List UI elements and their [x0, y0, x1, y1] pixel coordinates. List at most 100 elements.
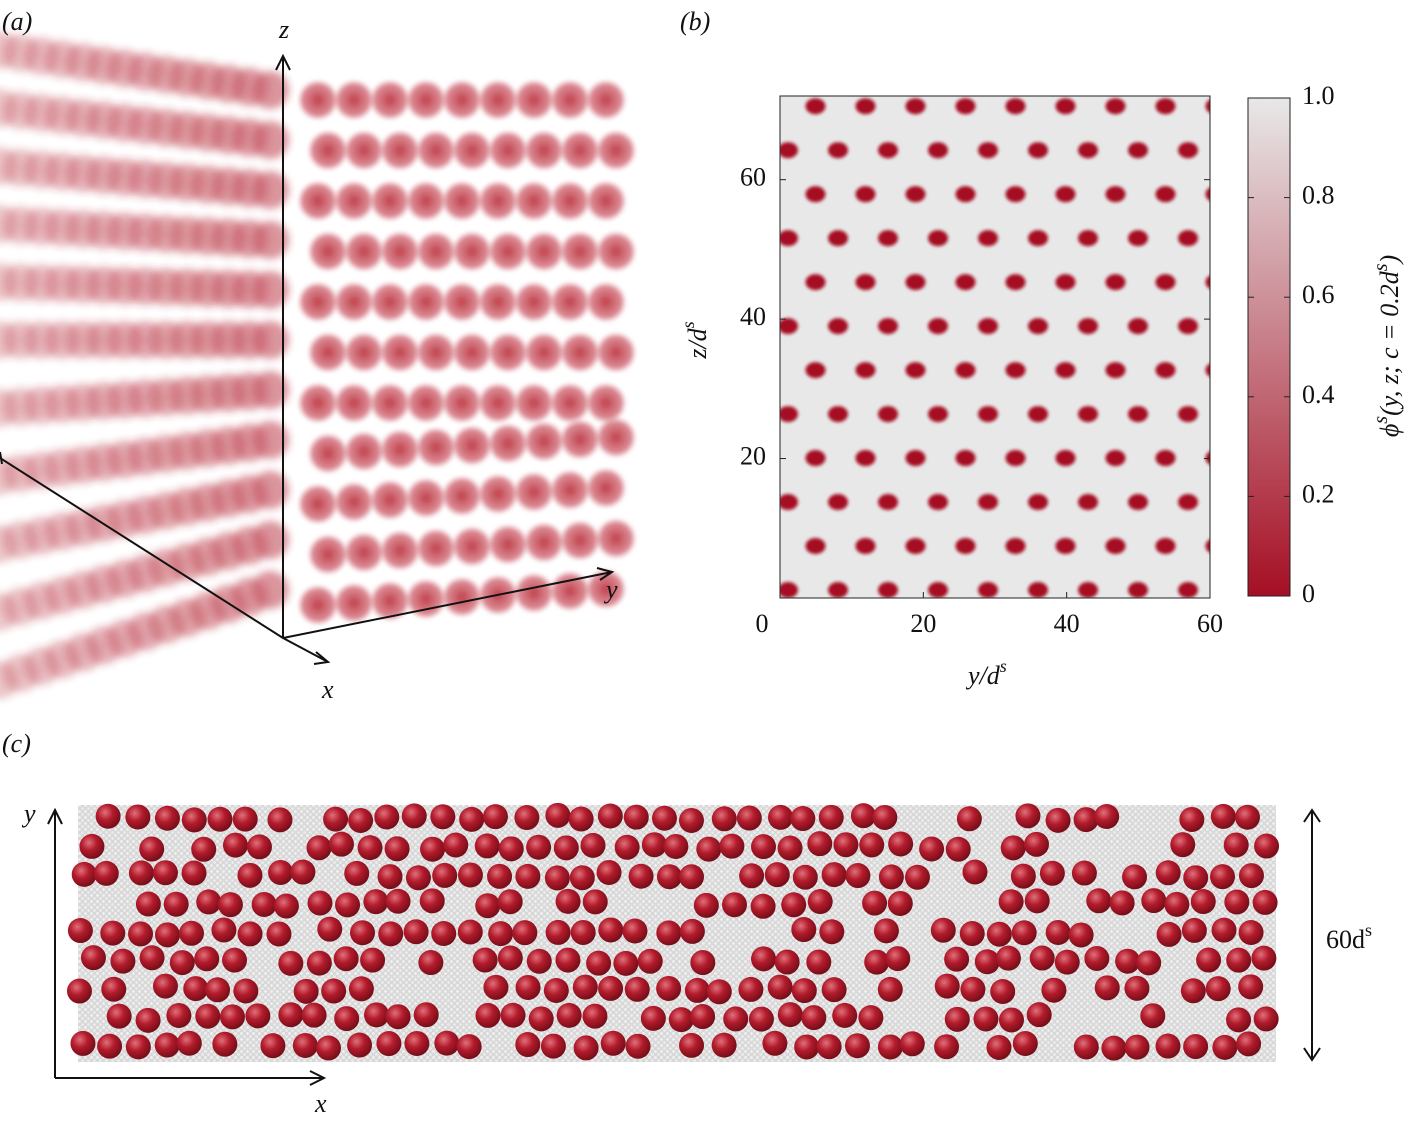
phase-spot — [780, 406, 798, 423]
sphere — [333, 946, 359, 972]
axis-z — [275, 53, 291, 638]
sphere — [595, 416, 637, 459]
sphere — [176, 1030, 202, 1056]
sphere — [986, 1034, 1012, 1060]
phase-spot — [1178, 582, 1198, 598]
phase-spot — [1055, 538, 1076, 555]
sphere — [777, 1002, 803, 1028]
sphere — [777, 835, 803, 861]
sphere — [212, 1031, 238, 1057]
sphere — [418, 950, 444, 976]
sphere — [774, 949, 800, 975]
label-sup: s — [1365, 920, 1372, 940]
sphere — [163, 891, 189, 917]
phase-spot — [955, 538, 976, 555]
sphere — [528, 1006, 554, 1032]
sphere — [523, 521, 565, 564]
phase-spot — [1155, 186, 1176, 203]
sphere-blur — [0, 263, 19, 301]
sphere — [405, 382, 447, 424]
sphere — [555, 888, 581, 914]
sphere — [1015, 803, 1041, 829]
phase-spot — [1228, 142, 1248, 158]
sphere — [944, 946, 970, 972]
sphere — [369, 382, 411, 424]
sphere — [1029, 945, 1055, 971]
label-text: ) — [1375, 255, 1404, 266]
phase-spot — [756, 538, 776, 554]
phase-spot — [728, 406, 748, 422]
phase-spot — [1028, 406, 1048, 423]
sphere — [328, 831, 354, 857]
sphere — [656, 920, 682, 946]
sphere — [555, 947, 581, 973]
sphere — [973, 1006, 999, 1032]
sphere — [475, 1002, 501, 1028]
sphere — [960, 976, 986, 1002]
sphere — [559, 230, 601, 273]
sphere — [751, 946, 777, 972]
sphere — [514, 805, 540, 831]
sphere — [245, 1003, 271, 1029]
sphere — [139, 836, 165, 862]
phase-spot — [1105, 186, 1126, 203]
sphere — [1086, 888, 1112, 914]
sphere — [513, 281, 555, 323]
sphere — [431, 921, 457, 947]
phase-spot — [1178, 142, 1198, 159]
sphere — [482, 804, 508, 830]
sphere — [998, 1007, 1024, 1033]
sphere — [962, 859, 988, 885]
phase-spot — [1205, 363, 1210, 377]
sphere-blur — [0, 321, 19, 359]
sphere — [1068, 922, 1094, 948]
sphere — [360, 947, 386, 973]
sphere — [878, 864, 904, 890]
sphere — [348, 807, 374, 833]
sphere — [1226, 947, 1252, 973]
phase-spot — [1078, 318, 1098, 335]
sphere — [413, 1002, 439, 1028]
sphere — [333, 382, 375, 424]
sphere — [750, 893, 776, 919]
sphere — [1170, 832, 1196, 858]
sphere — [513, 382, 555, 424]
sphere — [307, 432, 349, 475]
sphere — [904, 864, 930, 890]
sphere — [385, 888, 411, 914]
x-tick-label: 20 — [910, 609, 936, 638]
sphere — [297, 382, 339, 424]
sphere — [369, 79, 411, 121]
sphere — [237, 921, 263, 947]
phase-spot — [1005, 362, 1026, 379]
sphere — [790, 806, 816, 832]
sphere — [945, 836, 971, 862]
sphere — [693, 892, 719, 918]
sphere — [405, 578, 447, 620]
sphere — [850, 803, 876, 829]
sphere — [317, 916, 343, 942]
panel-label: (a) — [2, 7, 32, 36]
sphere — [768, 804, 794, 830]
sphere — [549, 570, 591, 612]
sphere — [419, 888, 445, 914]
sphere — [233, 978, 259, 1004]
sphere — [278, 1002, 304, 1028]
sphere — [585, 79, 627, 121]
sphere-blur — [0, 661, 19, 699]
sphere — [194, 946, 220, 972]
sphere — [456, 1034, 482, 1060]
sphere — [207, 806, 233, 832]
plot-frame — [779, 95, 1211, 599]
sphere — [569, 865, 595, 891]
sphere — [441, 382, 483, 424]
sphere — [549, 281, 591, 323]
sphere — [183, 976, 209, 1002]
phase-spot — [905, 362, 926, 379]
sphere — [1011, 920, 1037, 946]
phase-spot — [905, 450, 926, 467]
label-text: ϕ — [1375, 424, 1404, 437]
sphere — [472, 947, 498, 973]
phase-spot — [1128, 494, 1148, 511]
